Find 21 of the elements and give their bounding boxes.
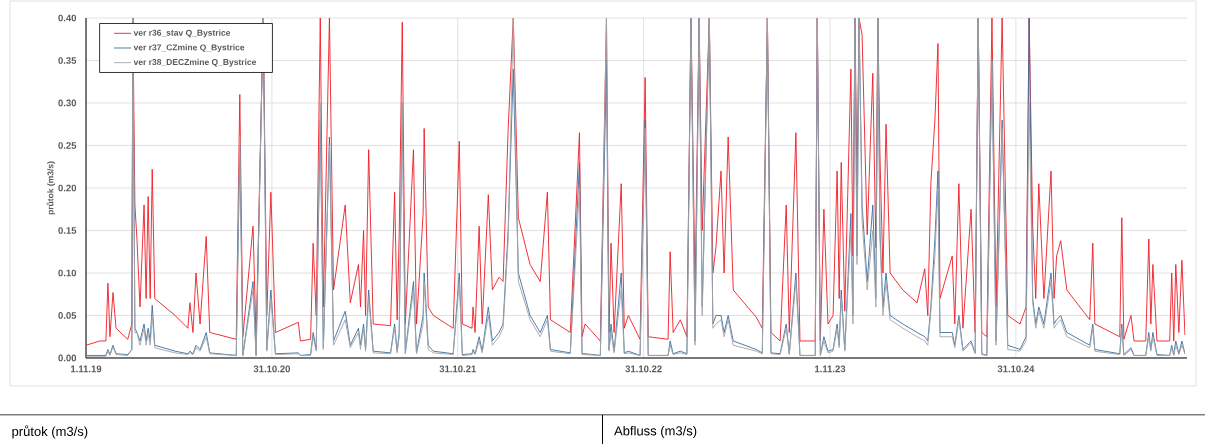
y-tick-label: 0.00: [58, 354, 77, 362]
x-tick-label: 1.11.23: [815, 365, 846, 373]
y-tick-label: 0.40: [58, 14, 77, 22]
y-tick-label: 0.10: [58, 269, 77, 277]
x-tick-label: 31.10.24: [997, 365, 1035, 373]
x-tick-label: 31.10.21: [439, 365, 476, 373]
y-tick-label: 0.15: [58, 227, 77, 234]
legend-label: ver r37_CZmine Q_Bystrice: [133, 44, 245, 53]
legend-label: ver r38_DECZmine Q_Bystrice: [133, 58, 257, 67]
y-tick-label: 0.25: [58, 142, 77, 149]
text: průtok (m3/s): [12, 425, 88, 439]
x-tick-label: 31.10.20: [253, 365, 290, 373]
y-tick-label: 0.30: [58, 99, 77, 107]
legend-label: ver r36_stav Q_Bystrice: [133, 29, 231, 38]
y-tick-label: 0.35: [58, 57, 77, 64]
x-tick-label: 1.11.19: [71, 365, 102, 373]
x-tick-label: 31.10.22: [625, 365, 662, 373]
y-tick-label: 0.05: [58, 312, 77, 319]
y-tick-label: 0.20: [58, 184, 77, 192]
text: Abfluss (m3/s): [614, 425, 697, 439]
y-axis-title: průtok (m3/s): [46, 161, 56, 215]
